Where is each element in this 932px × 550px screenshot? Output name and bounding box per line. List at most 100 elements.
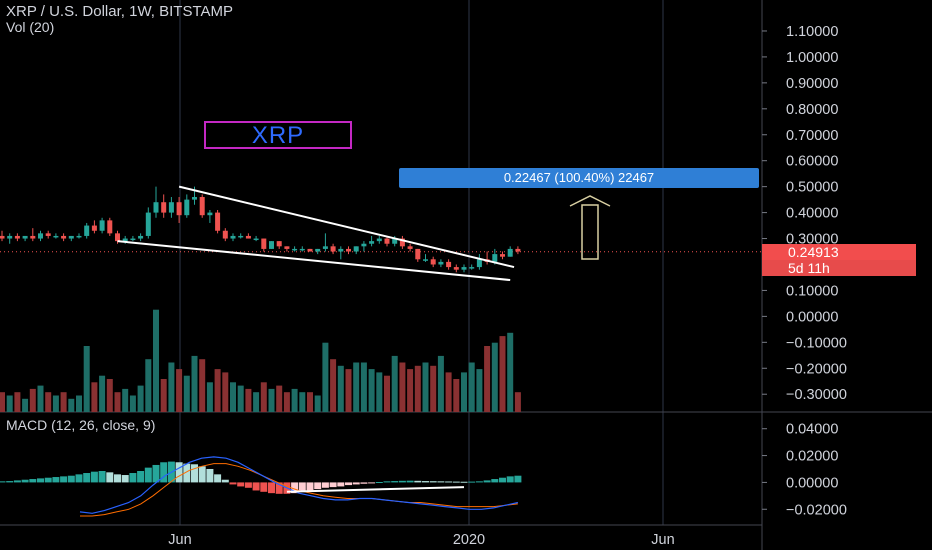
volume-bar [384,375,390,412]
macd-tick-label: 0.02000 [786,449,838,465]
macd-histogram-bar [206,468,214,483]
macd-tick-label: −0.02000 [786,502,847,518]
macd-histogram-bar [229,482,237,485]
price-range-measure[interactable]: 0.22467 (100.40%) 22467 [399,168,759,188]
macd-histogram-bar [383,481,391,483]
macd-histogram-bar [268,482,275,494]
macd-histogram-bar [60,476,68,483]
candle-body [14,235,20,239]
volume-bar [307,392,313,412]
candle-body [38,233,43,239]
candle-body [222,230,228,239]
macd-histogram-bar [144,467,152,483]
candle-body [53,235,59,238]
volume-bar [206,382,213,412]
candle-body [68,235,74,239]
macd-histogram-bar [121,475,129,483]
macd-histogram-bar [198,466,206,483]
volume-bar [407,369,414,412]
macd-histogram-bar [129,473,137,483]
price-tick-label: 0.40000 [786,206,838,222]
wedge-trendline [117,240,511,282]
xrp-annotation-box[interactable]: XRP [204,121,352,149]
volume-bar [461,372,467,412]
candle-body [338,248,344,252]
candle-body [299,248,305,251]
volume-bar [122,388,129,412]
price-tick-label: 0.10000 [786,283,838,299]
macd-histogram-bar [275,482,283,494]
volume-bar [499,336,506,412]
macd-line [79,456,519,514]
time-tick-label: Jun [651,532,674,548]
volume-indicator-label[interactable]: Vol (20) [6,19,55,35]
volume-bar [268,388,275,412]
volume-bar [145,359,152,412]
macd-histogram-bar [252,482,260,491]
price-tick-label: 0.00000 [786,309,838,325]
macd-histogram-bar [491,479,499,483]
volume-bar [91,382,98,412]
volume-bar [168,362,175,412]
macd-histogram-bar [175,462,183,483]
macd-histogram-bar [152,464,160,483]
candle-body [253,238,259,241]
price-tick-label: −0.10000 [786,335,847,351]
candle-body [446,261,452,268]
macd-histogram-bar [337,482,345,487]
time-tick-label: 2020 [453,532,485,548]
candle-body [469,267,475,269]
candle-body [130,238,136,241]
candle-body [492,254,498,262]
candle-body [199,197,205,216]
macd-histogram-bar [237,482,245,487]
macd-tick-label: 0.00000 [786,475,838,491]
last-price-tag: 0.24913 [762,244,916,260]
volume-bar [376,372,383,412]
volume-bar [230,382,236,412]
macd-histogram-bar [314,482,322,490]
volume-bar [45,392,52,412]
macd-histogram-bar [499,477,506,483]
arrow-shaft [581,204,599,260]
macd-histogram-bar [191,464,198,483]
volume-bar [222,372,229,412]
volume-bar [60,392,67,412]
volume-bar [99,375,106,412]
volume-bar [183,375,190,412]
candle-body [461,267,467,270]
candle-body [330,246,336,252]
volume-bar [422,362,429,412]
macd-indicator-label[interactable]: MACD (12, 26, close, 9) [6,417,156,433]
macd-histogram-bar [183,463,191,483]
volume-bar [83,346,90,412]
candle-body [192,197,197,200]
volume-bar [176,369,183,412]
macd-histogram-bar [468,481,476,483]
macd-histogram-bar [137,471,145,483]
macd-tick-label: 0.04000 [786,422,838,438]
macd-histogram-bar [244,482,252,488]
macd-histogram-bar [98,471,106,483]
macd-histogram-bar [90,471,98,483]
macd-histogram-bar [475,481,483,483]
volume-bar [507,332,514,412]
volume-bar [314,395,321,412]
macd-histogram-bar [329,482,337,488]
volume-bar [437,355,444,412]
candle-body [438,261,444,265]
volume-bar [322,342,329,412]
macd-histogram-bar [52,477,60,483]
candle-body [423,259,428,261]
volume-bar [337,365,344,412]
bar-countdown-tag: 5d 11h [762,260,916,276]
macd-histogram-bar [483,480,491,483]
candle-body [392,238,398,244]
candle-body [346,248,351,252]
volume-bar [22,398,29,412]
candle-body [76,235,82,238]
volume-bar [237,385,244,412]
macd-histogram-bar [67,475,75,483]
price-tick-label: 0.30000 [786,232,838,248]
